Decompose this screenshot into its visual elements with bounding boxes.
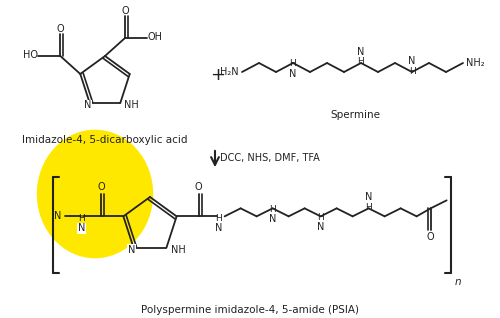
Text: N: N: [408, 56, 416, 66]
Text: H: H: [78, 214, 84, 223]
Text: N: N: [78, 223, 85, 233]
Text: H₂N: H₂N: [220, 67, 239, 77]
Text: N: N: [358, 47, 364, 57]
Text: O: O: [98, 182, 105, 192]
Text: H: H: [318, 213, 324, 222]
Text: NH: NH: [124, 100, 139, 110]
Text: O: O: [121, 6, 129, 16]
Text: NH₂: NH₂: [466, 58, 484, 68]
Text: H: H: [408, 66, 416, 75]
Text: OH: OH: [147, 32, 162, 42]
Text: N: N: [54, 211, 62, 221]
Text: N: N: [317, 222, 324, 232]
Text: N: N: [128, 245, 135, 255]
Text: O: O: [56, 24, 64, 34]
Text: O: O: [195, 182, 202, 192]
Text: HO: HO: [24, 50, 38, 60]
Text: O: O: [427, 232, 434, 242]
Text: H: H: [358, 58, 364, 66]
Text: Spermine: Spermine: [330, 110, 380, 120]
Text: DCC, NHS, DMF, TFA: DCC, NHS, DMF, TFA: [220, 153, 320, 163]
Text: N: N: [84, 100, 92, 110]
Text: Imidazole-4, 5-dicarboxylic acid: Imidazole-4, 5-dicarboxylic acid: [22, 135, 188, 145]
Text: H: H: [216, 214, 222, 223]
Ellipse shape: [38, 130, 152, 258]
Text: N: N: [215, 223, 222, 233]
Text: H: H: [270, 205, 276, 214]
Text: NH: NH: [172, 245, 186, 255]
Text: N: N: [365, 192, 372, 202]
Text: H: H: [290, 59, 296, 68]
Text: H: H: [366, 203, 372, 212]
Text: N: N: [290, 69, 296, 79]
Text: Polyspermine imidazole-4, 5-amide (PSIA): Polyspermine imidazole-4, 5-amide (PSIA): [141, 305, 359, 315]
Text: N: N: [269, 214, 276, 224]
Text: +: +: [210, 66, 226, 84]
Text: n: n: [454, 277, 462, 287]
